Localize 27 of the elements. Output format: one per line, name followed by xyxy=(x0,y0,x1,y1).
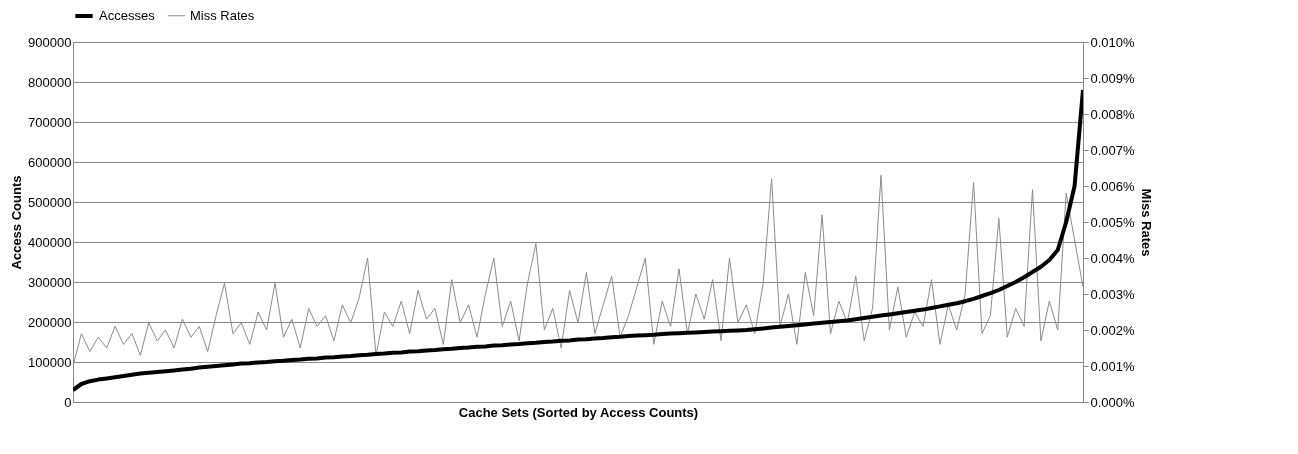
y2-tick-label: 0.003% xyxy=(1090,286,1136,302)
y-tick-label: 100000 xyxy=(28,354,72,370)
y-tick-label: 700000 xyxy=(28,114,72,130)
legend-label: Miss Rates xyxy=(190,7,255,23)
y2-tick-label: 0.002% xyxy=(1090,322,1136,338)
y2-tick-label: 0.009% xyxy=(1090,70,1136,86)
y2-tick-label: 0.004% xyxy=(1090,250,1136,266)
y-tick-label: 800000 xyxy=(28,74,72,90)
y2-tick-label: 0.001% xyxy=(1090,358,1136,374)
y-tick-label: 0 xyxy=(64,394,72,410)
x-axis-title: Cache Sets (Sorted by Access Counts) xyxy=(458,404,699,420)
y-tick-label: 400000 xyxy=(28,234,72,250)
y-tick-label: 900000 xyxy=(28,34,72,50)
y2-tick-label: 0.007% xyxy=(1090,142,1136,158)
y2-axis-title: Miss Rates xyxy=(1138,188,1154,257)
y2-tick-label: 0.000% xyxy=(1090,394,1136,410)
y-tick-label: 200000 xyxy=(28,314,72,330)
legend-label: Accesses xyxy=(99,8,156,23)
y2-tick-label: 0.008% xyxy=(1090,106,1136,122)
y2-tick-label: 0.006% xyxy=(1090,178,1136,194)
y2-tick-label: 0.005% xyxy=(1090,214,1136,230)
y-tick-label: 500000 xyxy=(28,194,72,210)
y-axis-title: Access Counts xyxy=(9,175,25,270)
y-tick-label: 600000 xyxy=(28,154,72,170)
y2-tick-label: 0.010% xyxy=(1090,34,1136,50)
line-series xyxy=(73,88,1083,392)
y-tick-label: 300000 xyxy=(28,274,72,290)
